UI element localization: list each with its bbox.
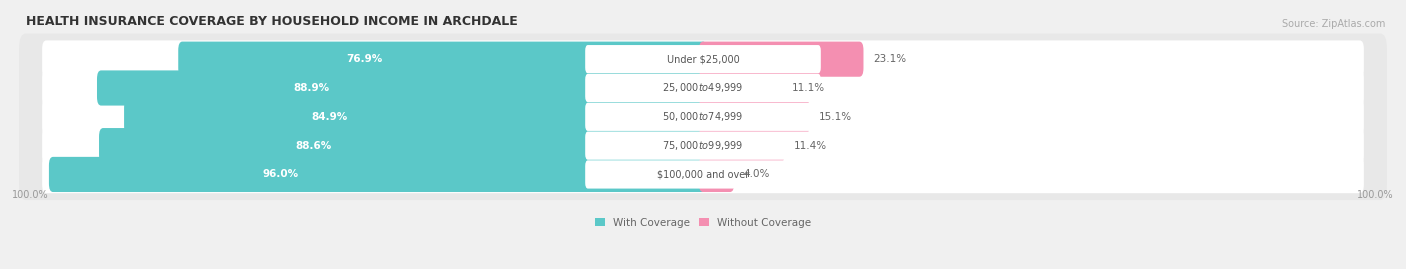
FancyBboxPatch shape <box>20 34 1386 85</box>
Text: HEALTH INSURANCE COVERAGE BY HOUSEHOLD INCOME IN ARCHDALE: HEALTH INSURANCE COVERAGE BY HOUSEHOLD I… <box>25 15 517 28</box>
Text: 11.4%: 11.4% <box>794 141 827 151</box>
FancyBboxPatch shape <box>699 99 810 134</box>
FancyBboxPatch shape <box>585 45 821 73</box>
FancyBboxPatch shape <box>20 120 1386 171</box>
Text: 100.0%: 100.0% <box>13 190 49 200</box>
FancyBboxPatch shape <box>585 132 821 160</box>
FancyBboxPatch shape <box>20 91 1386 143</box>
Text: $75,000 to $99,999: $75,000 to $99,999 <box>662 139 744 152</box>
FancyBboxPatch shape <box>585 74 821 102</box>
FancyBboxPatch shape <box>124 99 707 134</box>
Text: $50,000 to $74,999: $50,000 to $74,999 <box>662 110 744 123</box>
Text: 23.1%: 23.1% <box>873 54 905 64</box>
FancyBboxPatch shape <box>42 69 1364 107</box>
FancyBboxPatch shape <box>699 128 785 163</box>
Text: 11.1%: 11.1% <box>792 83 825 93</box>
Text: $25,000 to $49,999: $25,000 to $49,999 <box>662 82 744 94</box>
Text: Source: ZipAtlas.com: Source: ZipAtlas.com <box>1281 19 1385 29</box>
Legend: With Coverage, Without Coverage: With Coverage, Without Coverage <box>595 218 811 228</box>
FancyBboxPatch shape <box>699 42 863 77</box>
FancyBboxPatch shape <box>20 149 1386 200</box>
Text: 88.6%: 88.6% <box>295 141 332 151</box>
FancyBboxPatch shape <box>97 70 707 105</box>
FancyBboxPatch shape <box>42 127 1364 164</box>
Text: 84.9%: 84.9% <box>311 112 347 122</box>
FancyBboxPatch shape <box>585 103 821 131</box>
FancyBboxPatch shape <box>42 98 1364 136</box>
FancyBboxPatch shape <box>42 156 1364 193</box>
FancyBboxPatch shape <box>585 160 821 189</box>
Text: Under $25,000: Under $25,000 <box>666 54 740 64</box>
FancyBboxPatch shape <box>179 42 707 77</box>
Text: $100,000 and over: $100,000 and over <box>657 169 749 179</box>
Text: 88.9%: 88.9% <box>294 83 330 93</box>
FancyBboxPatch shape <box>49 157 707 192</box>
Text: 4.0%: 4.0% <box>744 169 770 179</box>
FancyBboxPatch shape <box>699 70 782 105</box>
Text: 96.0%: 96.0% <box>263 169 298 179</box>
Text: 100.0%: 100.0% <box>1357 190 1393 200</box>
Text: 15.1%: 15.1% <box>818 112 852 122</box>
FancyBboxPatch shape <box>20 62 1386 114</box>
FancyBboxPatch shape <box>98 128 707 163</box>
FancyBboxPatch shape <box>42 40 1364 78</box>
FancyBboxPatch shape <box>699 157 734 192</box>
Text: 76.9%: 76.9% <box>346 54 382 64</box>
